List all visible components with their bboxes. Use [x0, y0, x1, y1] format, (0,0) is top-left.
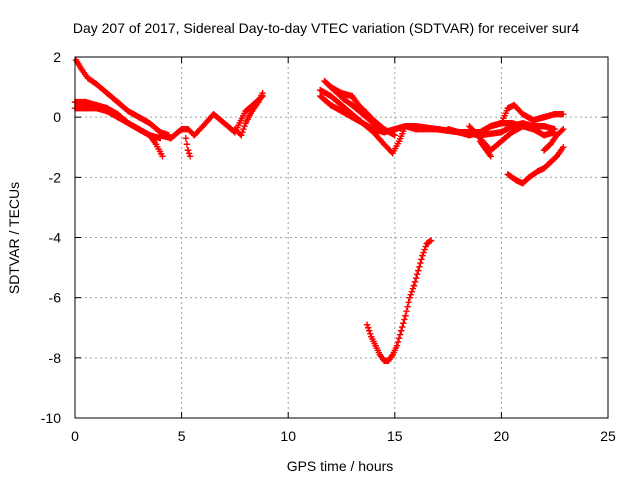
- data-point: [402, 312, 409, 319]
- data-point: [560, 126, 567, 133]
- data-point: [408, 288, 416, 295]
- data-point: [400, 320, 407, 327]
- data-series-arc-12: [466, 122, 558, 154]
- tick-layer: 0 5 10 15 20 25 -10 -8 -6 -4 -2 0 2: [41, 49, 616, 444]
- data-point: [417, 259, 424, 267]
- data-point: [406, 294, 413, 301]
- data-point: [560, 144, 567, 151]
- data-series-arc-3: [71, 104, 164, 142]
- data-point: [363, 321, 371, 328]
- data-point: [427, 237, 435, 244]
- y-tick-label: 0: [53, 109, 61, 125]
- data-point: [241, 122, 248, 130]
- data-series-arc-6: [231, 89, 266, 139]
- x-tick-label: 0: [71, 428, 79, 444]
- data-series-arc-10: [327, 83, 398, 139]
- data-point: [412, 274, 420, 282]
- x-tick-label: 25: [600, 428, 616, 444]
- data-point: [182, 135, 190, 142]
- data-point: [185, 150, 193, 157]
- data-point: [393, 342, 401, 349]
- data-point: [399, 323, 406, 331]
- data-point: [183, 141, 191, 148]
- data-point: [409, 285, 417, 292]
- data-series-arc-11: [444, 101, 567, 139]
- data-series-arc-4: [157, 92, 266, 142]
- data-point: [364, 324, 372, 331]
- data-point: [391, 132, 398, 139]
- data-point: [240, 126, 247, 133]
- data-layer: [71, 56, 567, 365]
- data-point: [407, 291, 414, 298]
- data-point: [186, 153, 194, 160]
- data-point: [413, 271, 421, 278]
- y-axis-label: SDTVAR / TECUs: [6, 182, 22, 294]
- data-point: [367, 330, 374, 337]
- data-point: [403, 308, 410, 315]
- y-tick-label: -2: [49, 169, 62, 185]
- y-tick-label: -4: [49, 230, 62, 246]
- data-point: [416, 263, 423, 271]
- y-tick-label: -6: [49, 290, 62, 306]
- data-point: [394, 338, 402, 346]
- data-point: [159, 153, 166, 160]
- data-point: [366, 327, 373, 334]
- data-point: [238, 132, 245, 139]
- data-point: [395, 335, 403, 342]
- data-point: [184, 147, 192, 154]
- data-point: [405, 298, 412, 306]
- x-tick-label: 15: [387, 428, 403, 444]
- data-point: [560, 110, 567, 118]
- y-tick-label: 2: [53, 49, 61, 65]
- data-point: [426, 238, 434, 245]
- data-point: [419, 252, 426, 259]
- data-point: [410, 282, 418, 289]
- data-point: [415, 267, 422, 274]
- data-point: [239, 129, 246, 136]
- data-point: [401, 316, 408, 323]
- data-point: [397, 327, 405, 334]
- data-series-arc-15: [540, 126, 567, 154]
- grid: [75, 57, 608, 418]
- data-point: [411, 278, 419, 286]
- data-series-arc-16: [363, 237, 435, 365]
- data-point: [420, 249, 427, 256]
- x-tick-label: 20: [494, 428, 510, 444]
- data-point: [421, 246, 428, 253]
- data-point: [404, 303, 411, 310]
- y-tick-label: -8: [49, 350, 62, 366]
- data-point: [418, 256, 425, 263]
- data-point: [422, 243, 429, 250]
- data-series-arc-9: [321, 77, 388, 136]
- data-series-arc-14: [504, 144, 567, 187]
- data-series-arc-13: [476, 138, 494, 160]
- data-point: [396, 331, 404, 338]
- x-tick-label: 5: [178, 428, 186, 444]
- data-point: [487, 153, 494, 160]
- data-point: [558, 127, 566, 134]
- chart-title: Day 207 of 2017, Sidereal Day-to-day VTE…: [73, 20, 579, 36]
- x-axis-label: GPS time / hours: [287, 458, 394, 474]
- data-point: [259, 89, 266, 97]
- y-tick-label: -10: [41, 410, 61, 426]
- x-tick-label: 10: [280, 428, 296, 444]
- data-series-arc-5: [182, 135, 194, 160]
